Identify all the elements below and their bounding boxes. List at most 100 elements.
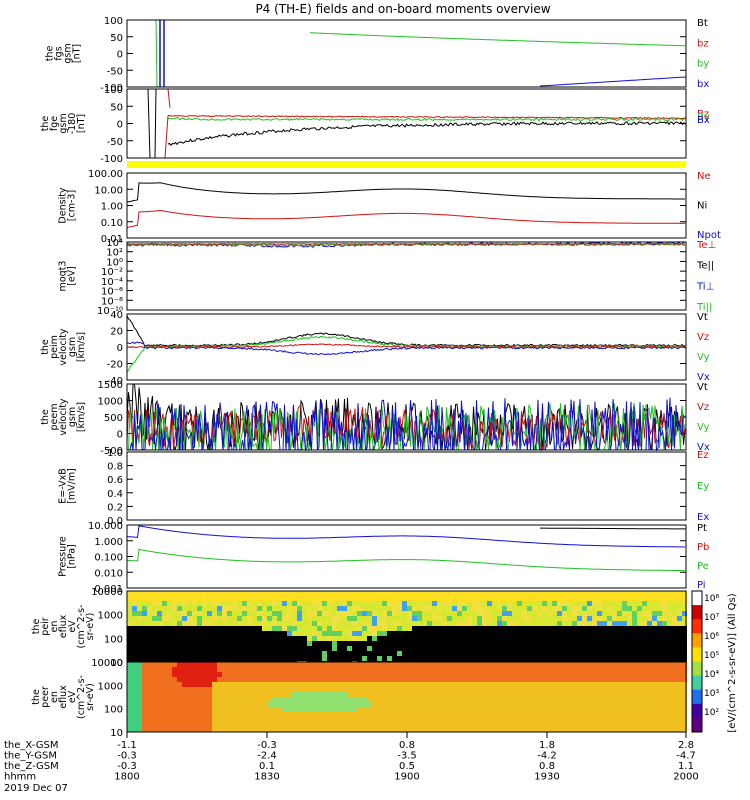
legend-vt: Vt — [697, 312, 708, 323]
spectrogram-cell — [312, 626, 317, 631]
spectrogram-cell — [377, 596, 382, 601]
spectrogram-cell — [622, 702, 627, 707]
y-axis-label: the — [40, 409, 51, 425]
spectrogram-cell — [532, 596, 537, 601]
spectrogram-cell — [672, 662, 677, 667]
spectrogram-cell — [422, 697, 427, 702]
spectrogram-cell — [647, 596, 652, 601]
spectrogram-cell — [477, 717, 482, 722]
spectrogram-cell — [267, 611, 272, 616]
y-tick-label: 100.00 — [88, 169, 123, 180]
spectrogram-cell — [292, 646, 297, 651]
spectrogram-cell — [582, 621, 587, 626]
spectrogram-cell — [512, 712, 517, 717]
spectrogram-cell — [377, 636, 382, 641]
spectrogram-cell — [332, 606, 337, 611]
spectrogram-cell — [257, 702, 262, 707]
spectrogram-cell — [377, 687, 382, 692]
spectrogram-cell — [177, 667, 182, 672]
spectrogram-cell — [397, 697, 402, 702]
spectrogram-cell — [432, 596, 437, 601]
spectrogram-cell — [682, 591, 687, 596]
spectrogram-cell — [307, 601, 312, 606]
spectrogram-cell — [592, 702, 597, 707]
spectrogram-cell — [502, 697, 507, 702]
spectrogram-cell — [497, 616, 502, 621]
spectrogram-cell — [587, 611, 592, 616]
spectrogram-cell — [387, 626, 392, 631]
spectrogram-cell — [247, 646, 252, 651]
x-tick-label: 1930 — [534, 772, 559, 783]
spectrogram-cell — [322, 656, 327, 661]
spectrogram-cell — [147, 656, 152, 661]
spectrogram-cell — [167, 722, 172, 727]
spectrogram-cell — [572, 667, 577, 672]
spectrogram-cell — [222, 702, 227, 707]
spectrogram-cell — [147, 601, 152, 606]
spectrogram-cell — [582, 616, 587, 621]
spectrogram-cell — [342, 662, 347, 667]
spectrogram-cell — [627, 606, 632, 611]
spectrogram-cell — [182, 606, 187, 611]
spectrogram-cell — [392, 697, 397, 702]
spectrogram-cell — [252, 677, 257, 682]
spectrogram-cell — [372, 626, 377, 631]
spectrogram-cell — [452, 707, 457, 712]
spectrogram-cell — [612, 606, 617, 611]
spectrogram-cell — [312, 677, 317, 682]
spectrogram-cell — [597, 662, 602, 667]
spectrogram-cell — [417, 606, 422, 611]
spectrogram-cell — [402, 621, 407, 626]
spectrogram-cell — [367, 702, 372, 707]
spectrogram-cell — [637, 626, 642, 631]
spectrogram-cell — [502, 651, 507, 656]
spectrogram-cell — [242, 667, 247, 672]
y-axis-label: the — [31, 689, 42, 705]
spectrogram-cell — [177, 672, 182, 677]
spectrogram-cell — [532, 646, 537, 651]
spectrogram-cell — [137, 677, 142, 682]
spectrogram-cell — [247, 651, 252, 656]
spectrogram-cell — [312, 722, 317, 727]
spectrogram-cell — [162, 727, 167, 732]
spectrogram-cell — [582, 727, 587, 732]
spectrogram-cell — [287, 712, 292, 717]
spectrogram-cell — [357, 687, 362, 692]
spectrogram-cell — [437, 682, 442, 687]
spectrogram-cell — [627, 651, 632, 656]
spectrogram-cell — [312, 641, 317, 646]
spectrogram-cell — [432, 692, 437, 697]
spectrogram-cell — [352, 662, 357, 667]
spectrogram-cell — [372, 611, 377, 616]
spectrogram-cell — [272, 616, 277, 621]
spectrogram-cell — [392, 611, 397, 616]
spectrogram-cell — [447, 626, 452, 631]
spectrogram-cell — [482, 672, 487, 677]
spectrogram-cell — [372, 712, 377, 717]
x-tick-label: 2.8 — [678, 740, 694, 751]
spectrogram-cell — [677, 651, 682, 656]
spectrogram-cell — [527, 707, 532, 712]
spectrogram-cell — [382, 667, 387, 672]
spectrogram-cell — [192, 722, 197, 727]
spectrogram-cell — [427, 626, 432, 631]
y-axis-label: Density — [57, 187, 68, 223]
spectrogram-cell — [442, 591, 447, 596]
spectrogram-cell — [192, 727, 197, 732]
legend-ex: Ex — [697, 512, 709, 523]
spectrogram-cell — [522, 672, 527, 677]
spectrogram-cell — [562, 672, 567, 677]
spectrogram-cell — [522, 662, 527, 667]
spectrogram-cell — [192, 667, 197, 672]
spectrogram-cell — [437, 692, 442, 697]
spectrogram-cell — [357, 626, 362, 631]
legend-te: Te⊥ — [696, 240, 716, 251]
spectrogram-cell — [497, 687, 502, 692]
spectrogram-cell — [572, 626, 577, 631]
spectrogram-cell — [482, 616, 487, 621]
spectrogram-cell — [492, 687, 497, 692]
spectrogram-cell — [352, 697, 357, 702]
spectrogram-cell — [312, 712, 317, 717]
spectrogram-cell — [302, 601, 307, 606]
